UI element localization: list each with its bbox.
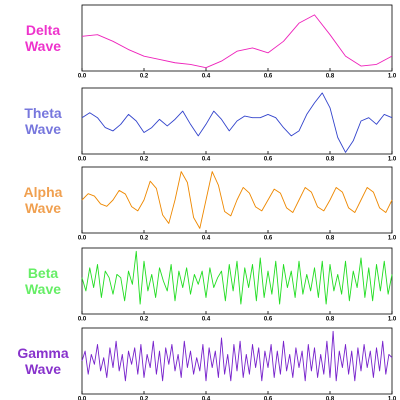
x-tick-label: 0.4 (202, 236, 211, 242)
wave-line (81, 330, 393, 382)
wave-line (81, 250, 393, 305)
x-tick-label: 0.2 (140, 397, 149, 400)
x-tick-label: 0.6 (264, 157, 273, 163)
wave-title: Alpha Wave (23, 184, 63, 216)
plot-frame (81, 327, 393, 395)
x-tick-label: 0.4 (202, 157, 211, 163)
x-tick-label: 0.6 (264, 317, 273, 323)
plot-frame (81, 4, 393, 72)
x-tick-label: 0.8 (326, 317, 335, 323)
x-tick-label: 0.4 (202, 74, 211, 80)
wave-title: Gamma Wave (17, 345, 69, 377)
x-tick-label: 0.8 (326, 157, 335, 163)
x-tick-label: 0.2 (140, 74, 149, 80)
wave-title: Delta Wave (24, 22, 62, 54)
wave-line (81, 92, 393, 153)
x-tick-label: 1.0 (388, 397, 397, 400)
x-tick-label: 0.6 (264, 74, 273, 80)
x-tick-label: 1.0 (388, 317, 397, 323)
x-tick-label: 0.0 (78, 157, 87, 163)
x-tick-label: 0.2 (140, 157, 149, 163)
x-tick-label: 1.0 (388, 236, 397, 242)
plot-frame (81, 247, 393, 315)
x-tick-label: 0.4 (202, 397, 211, 400)
wave-line (81, 171, 393, 229)
x-tick-label: 0.8 (326, 397, 335, 400)
x-tick-label: 0.2 (140, 317, 149, 323)
wave-line (81, 14, 393, 69)
x-tick-label: 0.0 (78, 74, 87, 80)
x-tick-label: 0.0 (78, 397, 87, 400)
x-tick-label: 0.8 (326, 74, 335, 80)
x-tick-label: 1.0 (388, 74, 397, 80)
x-tick-label: 1.0 (388, 157, 397, 163)
x-tick-label: 0.6 (264, 236, 273, 242)
x-tick-label: 0.0 (78, 317, 87, 323)
x-tick-label: 0.4 (202, 317, 211, 323)
x-tick-label: 0.6 (264, 397, 273, 400)
wave-title: Beta Wave (24, 265, 62, 297)
x-tick-label: 0.0 (78, 236, 87, 242)
wave-title: Theta Wave (24, 105, 62, 137)
x-tick-label: 0.2 (140, 236, 149, 242)
x-tick-label: 0.8 (326, 236, 335, 242)
